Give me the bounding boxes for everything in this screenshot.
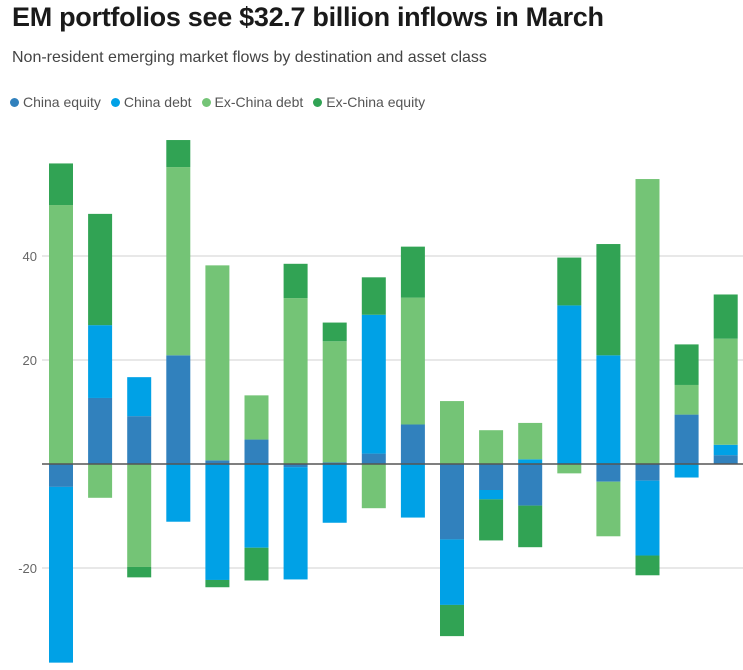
y-tick-label: -20 <box>18 561 37 576</box>
bar-segment-china-debt <box>49 486 73 663</box>
bar-segment-ex-china-equity <box>361 277 386 315</box>
bar-segment-china-debt <box>166 464 191 522</box>
chart-subtitle: Non-resident emerging market flows by de… <box>12 49 487 66</box>
y-tick-label: 20 <box>23 353 37 368</box>
legend-label: Ex-China debt <box>214 94 304 110</box>
bar-segment-china-debt <box>244 464 269 548</box>
bar-segment-china-equity <box>88 397 113 464</box>
bar-segment-ex-china-equity <box>635 555 660 576</box>
bar-segment-ex-china-debt <box>596 481 621 537</box>
bar-segment-ex-china-equity <box>88 213 113 326</box>
bar-segment-china-equity <box>440 464 464 540</box>
chart-title: EM portfolios see $32.7 billion inflows … <box>12 2 604 32</box>
bar-segment-ex-china-equity <box>322 322 347 342</box>
bar-segment-ex-china-equity <box>518 505 543 548</box>
y-tick-label: 40 <box>23 249 37 264</box>
bar-segment-ex-china-equity <box>674 344 699 385</box>
bar-segment-china-equity <box>49 464 73 487</box>
bar-segment-ex-china-debt <box>205 265 230 461</box>
bar-segment-ex-china-equity <box>166 140 191 168</box>
bar-segment-china-equity <box>674 414 699 464</box>
bar-segment-ex-china-debt <box>479 430 504 464</box>
bar-segment-ex-china-debt <box>674 384 699 415</box>
bar-segment-china-debt <box>88 325 113 398</box>
bar-segment-ex-china-equity <box>244 547 269 581</box>
bar-segment-china-equity <box>361 453 386 464</box>
bar-segment-ex-china-equity <box>557 257 582 306</box>
bar-segment-ex-china-equity <box>713 294 738 339</box>
bar-segment-china-equity <box>127 416 152 464</box>
bar-segment-ex-china-debt <box>322 341 347 463</box>
legend-dot <box>10 97 19 107</box>
bar-segment-china-equity <box>713 455 738 464</box>
legend-dot <box>201 97 211 107</box>
bar-segment-ex-china-equity <box>596 244 621 356</box>
bar-segment-ex-china-debt <box>518 422 543 460</box>
bar-segment-china-equity <box>205 460 230 464</box>
bar-segment-ex-china-equity <box>479 499 504 541</box>
bar-segment-china-debt <box>361 314 386 454</box>
legend-label: Ex-China equity <box>326 94 426 110</box>
bar-segment-ex-china-debt <box>635 179 660 465</box>
bar-segment-ex-china-equity <box>440 604 464 637</box>
bar-segment-ex-china-debt <box>400 297 425 425</box>
legend-item-ex-china-equity: Ex-China equity <box>313 94 425 110</box>
bar-segment-ex-china-equity <box>49 163 73 206</box>
bar-segment-ex-china-debt <box>557 464 582 474</box>
legend-label: China equity <box>23 94 101 110</box>
bar-segment-ex-china-debt <box>88 464 113 498</box>
bar-segment-china-debt <box>557 305 582 464</box>
bar-segment-ex-china-debt <box>283 298 308 464</box>
legend-dot <box>313 97 323 107</box>
bar-segment-ex-china-debt <box>244 395 269 440</box>
bar-segment-china-equity <box>518 464 543 506</box>
bar-segment-ex-china-debt <box>166 167 191 356</box>
bar-segment-china-equity <box>166 355 191 464</box>
bar-segment-china-equity <box>635 464 660 481</box>
legend: China equity China debt Ex-China debt Ex… <box>10 94 425 110</box>
bar-segment-china-debt <box>205 464 230 580</box>
bar-segment-ex-china-debt <box>361 464 386 509</box>
legend-item-ex-china-debt: Ex-China debt <box>201 94 304 110</box>
bar-segment-china-debt <box>322 464 347 523</box>
bar-segment-ex-china-debt <box>49 205 73 465</box>
bar-segment-china-debt <box>635 480 660 556</box>
legend-label: China debt <box>123 94 192 110</box>
bar-segment-china-debt <box>596 355 621 464</box>
bar-segment-china-equity <box>322 462 347 464</box>
bar-segment-china-debt <box>440 539 464 605</box>
legend-item-china-equity: China equity <box>10 94 101 110</box>
bar-segment-china-debt <box>713 444 738 456</box>
bar-segment-china-equity <box>283 464 308 468</box>
bar-segment-china-debt <box>127 377 152 417</box>
bar-segment-china-equity <box>479 464 504 490</box>
bar-segment-ex-china-equity <box>283 263 308 299</box>
bar-segment-ex-china-equity <box>127 566 152 578</box>
bar-segment-china-equity <box>244 439 269 464</box>
bar-segment-china-equity <box>596 464 621 482</box>
bar-segment-ex-china-debt <box>127 464 152 567</box>
bar-segment-china-debt <box>283 467 308 580</box>
bar-segment-ex-china-equity <box>205 579 230 588</box>
bar-segment-ex-china-debt <box>713 338 738 445</box>
bar-segment-china-debt <box>674 464 699 478</box>
bar-segment-china-debt <box>400 464 425 518</box>
bar-segment-ex-china-debt <box>440 401 464 464</box>
bar-segment-china-equity <box>400 424 425 464</box>
legend-dot <box>110 97 120 107</box>
bar-segment-china-debt <box>518 459 543 464</box>
legend-item-china-debt: China debt <box>110 94 192 110</box>
bar-segment-china-debt <box>479 490 504 500</box>
bar-segment-ex-china-equity <box>400 246 425 298</box>
